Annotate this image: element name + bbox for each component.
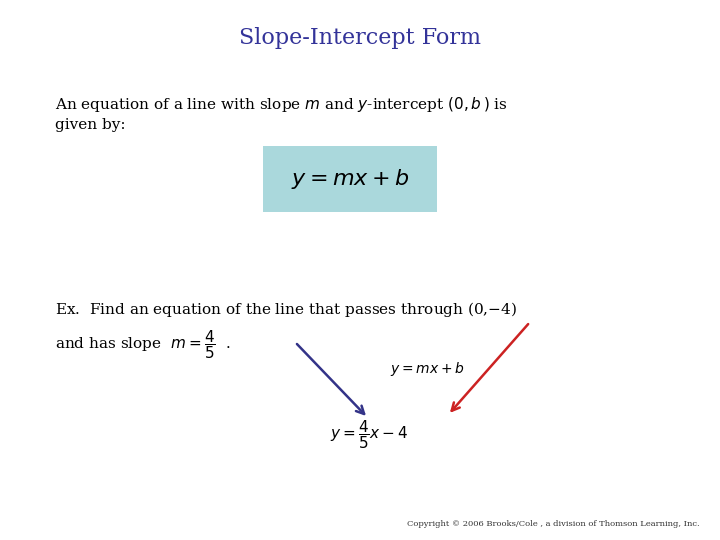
Text: given by:: given by: — [55, 118, 125, 132]
FancyBboxPatch shape — [263, 146, 437, 212]
Text: Slope-Intercept Form: Slope-Intercept Form — [239, 27, 481, 49]
Text: Ex.  Find an equation of the line that passes through (0,$-$4): Ex. Find an equation of the line that pa… — [55, 300, 517, 319]
Text: Copyright © 2006 Brooks/Cole , a division of Thomson Learning, Inc.: Copyright © 2006 Brooks/Cole , a divisio… — [408, 520, 700, 528]
Text: $y = mx + b$: $y = mx + b$ — [390, 360, 464, 378]
Text: and has slope  $m = \dfrac{4}{5}$  .: and has slope $m = \dfrac{4}{5}$ . — [55, 328, 230, 361]
Text: An equation of a line with slope $m$ and $y$-intercept $(0,b\,)$ is: An equation of a line with slope $m$ and… — [55, 95, 508, 114]
Text: $y = \dfrac{4}{5}x - 4$: $y = \dfrac{4}{5}x - 4$ — [330, 418, 408, 451]
Text: $y = mx + b$: $y = mx + b$ — [291, 167, 409, 191]
